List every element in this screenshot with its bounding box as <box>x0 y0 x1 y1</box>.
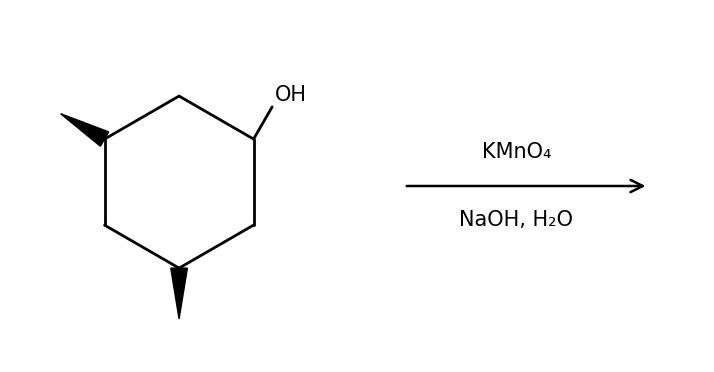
Text: OH: OH <box>275 85 307 105</box>
Polygon shape <box>171 268 187 319</box>
Polygon shape <box>61 114 109 146</box>
Text: NaOH, H₂O: NaOH, H₂O <box>459 211 573 230</box>
Text: KMnO₄: KMnO₄ <box>482 142 551 161</box>
